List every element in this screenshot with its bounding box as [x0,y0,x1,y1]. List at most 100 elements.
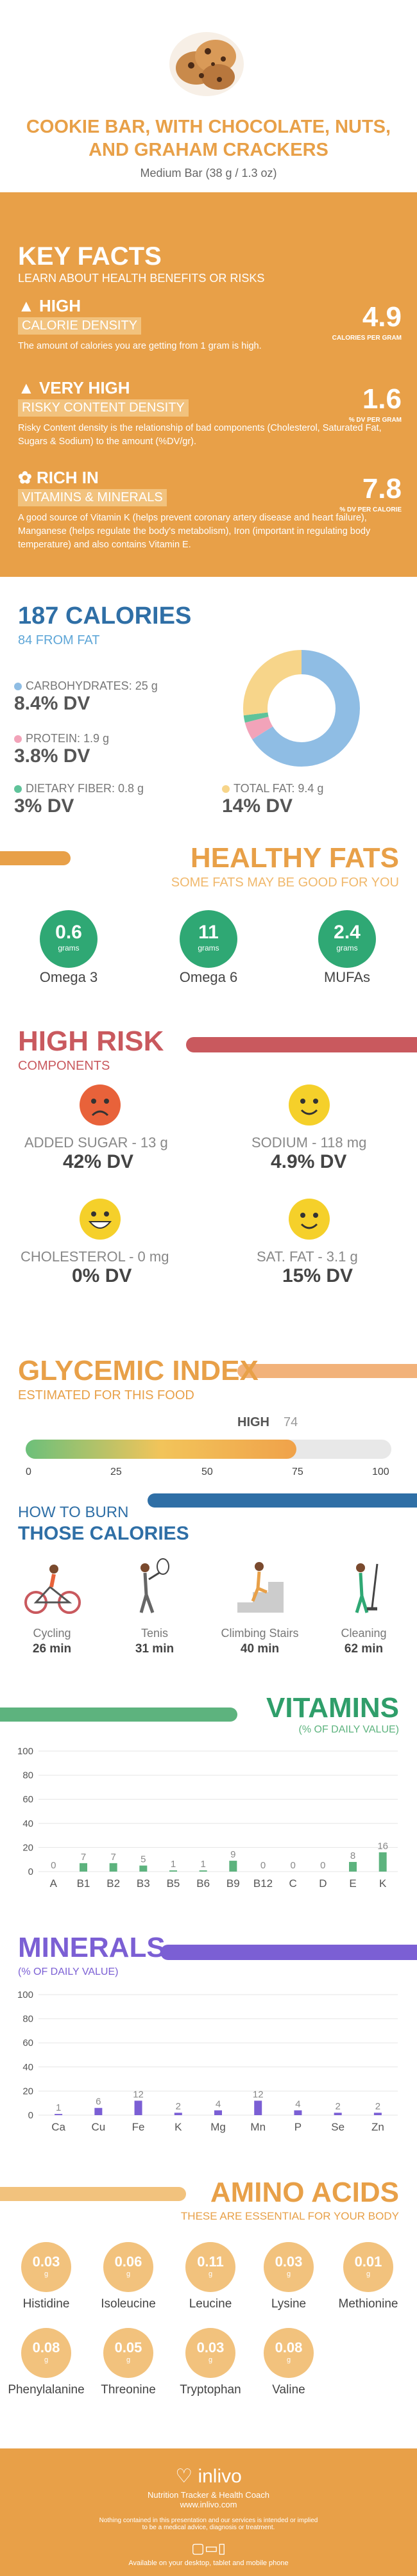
mineral-bar [174,2113,182,2115]
calories-section: 187 CALORIES 84 FROM FAT CARBOHYDRATES: … [0,590,417,846]
sad-face-icon [80,1084,121,1126]
mineral-value-label: 6 [96,2097,101,2107]
amino-subtitle: THESE ARE ESSENTIAL FOR YOUR BODY [180,2210,399,2222]
decor-stripe [237,1364,417,1378]
vitamin-y-tick: 40 [22,1818,33,1829]
vitamin-category-label: K [379,1877,387,1890]
key-facts-section: KEY FACTS LEARN ABOUT HEALTH BENEFITS OR… [0,192,417,577]
fact-value: 7.8 [362,473,402,504]
glycemic-level: HIGH [237,1415,269,1429]
footer-available: Available on your desktop, tablet and mo… [128,2559,289,2567]
footer-disclaimer: Nothing contained in this presentation a… [99,2517,318,2524]
risk-sat-fat: SAT. FAT - 3.1 g 15% DV [257,1249,358,1286]
mineral-category-label: K [174,2121,182,2133]
healthy-fats-section: HEALTHY FATS SOME FATS MAY BE GOOD FOR Y… [0,833,417,1000]
vitamin-y-tick: 20 [22,1842,33,1853]
vitamin-value-label: 1 [200,1859,205,1870]
mineral-bar [254,2100,262,2115]
decor-stripe [160,1945,417,1960]
vitamin-value-label: 7 [81,1852,86,1863]
fat-label: Omega 3 [39,969,98,985]
amino-label: Valine [272,2383,305,2397]
fact-calorie-density: ▲ HIGH CALORIE DENSITY The amount of cal… [18,296,402,353]
flame-icon: ▲ [18,296,35,315]
fact-level: ▲ VERY HIGH [18,378,130,397]
risk-cholesterol: CHOLESTEROL - 0 mg 0% DV [21,1249,169,1286]
mineral-bar [134,2100,142,2115]
mineral-category-label: Zn [371,2121,384,2133]
vitamin-value-label: 0 [290,1860,295,1871]
high-risk-subtitle: COMPONENTS [18,1059,110,1073]
fact-description: The amount of calories you are getting f… [18,341,262,351]
fact-label: CALORIE DENSITY [18,317,142,335]
vitamin-value-label: 8 [350,1850,355,1861]
vitamin-y-tick: 100 [17,1746,33,1757]
amino-title: AMINO ACIDS [210,2177,399,2208]
risk-sodium: SODIUM - 118 mg 4.9% DV [251,1134,367,1172]
vitamin-category-label: B2 [106,1877,120,1890]
vitamin-category-label: B6 [196,1877,210,1890]
minerals-bar-chart: 0 20 40 60 80 100 1 Ca 6 Cu 12 Fe 2 K 4 Mg 12 Mn 4 P 2 Se 2 Zn [17,1990,398,2133]
calories-donut-chart [243,650,360,767]
burn-label: Tenis [140,1627,169,1640]
footer-url[interactable]: www.inlivo.com [180,2500,237,2509]
calories-from-fat: 84 FROM FAT [18,633,100,647]
glycemic-fill-bar [26,1440,296,1459]
header-section: COOKIE BAR, WITH CHOCOLATE, NUTS, AND GR… [0,0,417,192]
vitamin-category-label: B9 [226,1877,240,1890]
amino-label: Phenylalanine [8,2383,85,2397]
vitamin-bar [349,1861,357,1872]
amino-label: Leucine [189,2297,232,2311]
mineral-value-label: 4 [295,2098,300,2109]
fat-label: Omega 6 [179,969,238,985]
decor-stripe [0,2187,186,2201]
burn-title-2: THOSE CALORIES [18,1523,189,1544]
high-risk-title: HIGH RISK [18,1026,164,1057]
vitamin-value-label: 0 [51,1860,56,1871]
vitamin-value-label: 0 [320,1860,325,1871]
vitamin-category-label: E [349,1877,356,1890]
carbs-dot-icon [14,683,22,691]
amino-circle-methionine: 0.01 g [343,2242,393,2292]
mineral-y-tick: 100 [17,1990,33,2000]
vitamin-value-label: 1 [171,1859,176,1870]
devices-icon: ▢▭▯ [191,2540,226,2556]
minerals-section: MINERALS (% OF DAILY VALUE) 0 20 40 60 80 100… [0,1923,417,2166]
amino-circle-lysine: 0.03 g [264,2242,314,2292]
burn-section: HOW TO BURN THOSE CALORIES Cycling 26 mi… [0,1487,417,1679]
mineral-value-label: 2 [375,2101,380,2112]
fact-description: A good source of Vitamin K (helps preven… [18,513,371,550]
amino-circle-phenylalanine: 0.08 g [21,2328,71,2378]
mineral-y-tick: 60 [22,2038,33,2048]
mineral-value-label: 2 [335,2101,340,2112]
mineral-value-label: 1 [56,2102,61,2113]
vitamin-category-label: C [289,1877,297,1890]
key-facts-subtitle: LEARN ABOUT HEALTH BENEFITS OR RISKS [18,272,265,285]
fact-unit: % DV PER GRAM [348,417,402,424]
decor-stripe [148,1493,417,1508]
vitamin-y-tick: 0 [28,1866,33,1877]
amino-label: Threonine [101,2383,156,2397]
fact-level: ▲ HIGH [18,296,81,315]
mineral-value-label: 12 [133,2089,144,2100]
vitamin-bar [169,1870,177,1872]
footer-brand[interactable]: ♡ inlivo [175,2466,242,2487]
vitamin-value-label: 7 [110,1852,115,1863]
vitamin-category-label: B12 [253,1877,273,1890]
vitamins-subtitle: (% OF DAILY VALUE) [298,1724,399,1735]
fact-label: VITAMINS & MINERALS [18,489,167,506]
burn-time: 31 min [135,1642,174,1656]
fact-label: RISKY CONTENT DENSITY [18,399,189,417]
mineral-value-label: 4 [216,2098,221,2109]
footer-tagline: Nutrition Tracker & Health Coach [147,2490,270,2500]
vitamin-category-label: A [50,1877,58,1890]
vitamin-value-label: 5 [140,1854,146,1865]
nutrient-protein: PROTEIN: 1.9 g 3.8% DV [14,732,110,767]
nutrient-carbohydrates: CARBOHYDRATES: 25 g 8.4% DV [14,679,158,714]
amino-circle-valine: 0.08 g [264,2328,314,2378]
stairs-icon [237,1562,284,1613]
risk-added-sugar: ADDED SUGAR - 13 g 42% DV [24,1134,168,1172]
mineral-y-tick: 0 [28,2110,33,2121]
vitamin-value-label: 9 [230,1849,235,1860]
mineral-value-label: 12 [253,2089,264,2100]
